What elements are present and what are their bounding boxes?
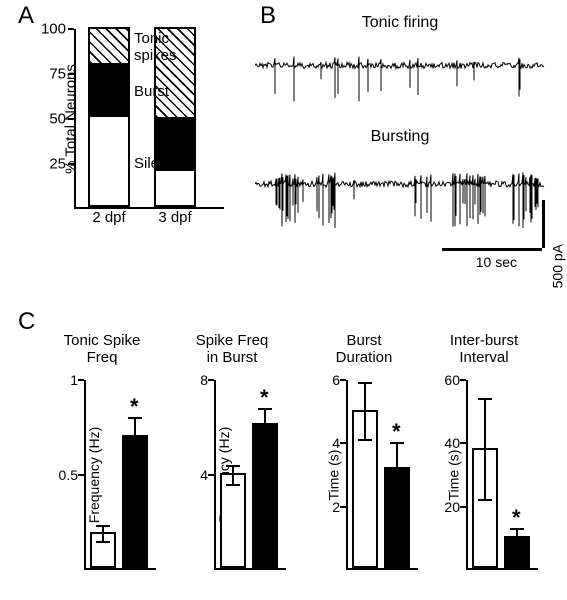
error-cap xyxy=(358,439,372,441)
panel-c-chart: Frequency (Hz)0.51* xyxy=(84,380,156,570)
panel-a-annot-burst: Burst xyxy=(134,83,169,100)
panel-a-chart: % Total Neurons 2550751002 dpf3 dpfTonic… xyxy=(74,29,224,209)
significance-star: * xyxy=(512,505,521,531)
panel-a-segment xyxy=(88,63,130,117)
error-cap xyxy=(226,484,240,486)
panel-a-annot-tonic: Tonicspikes xyxy=(134,30,177,64)
significance-star: * xyxy=(392,419,401,445)
error-cap xyxy=(258,441,272,443)
panel-c-subplot-title: BurstDuration xyxy=(304,332,424,367)
panel-c-ticklabel: 2 xyxy=(332,499,346,515)
scalebar-horizontal-label: 10 sec xyxy=(476,254,517,270)
error-bar xyxy=(102,526,104,541)
panel-a-segment xyxy=(88,27,130,63)
panel-c-chart: Time (s)204060* xyxy=(466,380,538,570)
panel-c-chart: Time (s)246* xyxy=(346,380,418,570)
panel-c-subplot-title: Inter-burstInterval xyxy=(424,332,544,367)
panel-c-subplot-title: Tonic SpikeFreq xyxy=(42,332,162,367)
error-cap xyxy=(128,455,142,457)
panel-c-ticklabel: 0.5 xyxy=(59,467,84,483)
scalebar-group: 500 pA 10 sec xyxy=(255,10,555,270)
axis-x xyxy=(84,568,156,570)
error-bar xyxy=(232,466,234,485)
error-cap xyxy=(390,493,404,495)
axis-y xyxy=(346,380,348,570)
error-bar xyxy=(134,418,136,456)
panel-a-segment xyxy=(88,117,130,207)
figure-root: A % Total Neurons 2550751002 dpf3 dpfTon… xyxy=(0,0,567,600)
error-cap xyxy=(226,465,240,467)
error-cap xyxy=(96,525,110,527)
panel-c-ticklabel: 20 xyxy=(444,499,466,515)
panel-c-ylabel: Time (s) xyxy=(445,450,461,501)
panel-a-ticklabel: 75 xyxy=(49,66,74,83)
panel-c-ticklabel: 1 xyxy=(70,372,84,388)
scalebar-horizontal xyxy=(442,248,542,251)
panel-a-annot-silent: Silent xyxy=(134,155,172,172)
panel-c-ticklabel: 8 xyxy=(200,372,214,388)
error-bar xyxy=(364,383,366,440)
panel-c-subplot: Inter-burstIntervalTime (s)204060* xyxy=(424,320,544,580)
error-cap xyxy=(96,541,110,543)
error-cap xyxy=(510,547,524,549)
panel-a-ticklabel: 50 xyxy=(49,111,74,128)
panel-a-category-label: 2 dpf xyxy=(88,207,130,226)
panel-c-subplot-title: Spike Freqin Burst xyxy=(172,332,292,367)
panel-a-ticklabel: 100 xyxy=(41,21,74,38)
panel-c-bar xyxy=(252,423,278,568)
panel-a-bar: 2 dpf xyxy=(88,27,130,207)
error-bar xyxy=(516,529,518,548)
significance-star: * xyxy=(130,394,139,420)
panel-a-segment xyxy=(154,171,196,207)
panel-c-ticklabel: 40 xyxy=(444,435,466,451)
error-cap xyxy=(478,398,492,400)
panel-c-ticklabel: 60 xyxy=(444,372,466,388)
panel-c-chart: Frequency (Hz)48* xyxy=(214,380,286,570)
panel-b: Tonic firing Bursting 500 pA 10 sec xyxy=(255,10,555,270)
panel-c-subplot: Tonic SpikeFreqFrequency (Hz)0.51* xyxy=(42,320,162,580)
error-cap xyxy=(478,499,492,501)
panel-c-ylabel: Frequency (Hz) xyxy=(86,427,102,523)
panel-a: % Total Neurons 2550751002 dpf3 dpfTonic… xyxy=(24,24,244,274)
error-cap xyxy=(358,382,372,384)
error-bar xyxy=(484,399,486,500)
panel-c-subplot: Spike Freqin Burst Frequency (Hz)48* xyxy=(172,320,292,580)
panel-c-ticklabel: 6 xyxy=(332,372,346,388)
scalebar-vertical-label: 500 pA xyxy=(549,244,565,288)
error-bar xyxy=(396,443,398,494)
axis-y xyxy=(466,380,468,570)
panel-c-ylabel: Time (s) xyxy=(325,450,341,501)
axis-x xyxy=(466,568,538,570)
panel-c-ticklabel: 4 xyxy=(332,435,346,451)
panel-c-subplot: BurstDurationTime (s)246* xyxy=(304,320,424,580)
scalebar-vertical xyxy=(542,200,545,248)
panel-c-ticklabel: 4 xyxy=(200,467,214,483)
significance-star: * xyxy=(260,385,269,411)
error-bar xyxy=(264,409,266,442)
panel-a-category-label: 3 dpf xyxy=(154,207,196,226)
panel-a-ticklabel: 25 xyxy=(49,156,74,173)
axis-x xyxy=(214,568,286,570)
axis-x xyxy=(346,568,418,570)
panel-c: Tonic SpikeFreqFrequency (Hz)0.51*Spike … xyxy=(24,320,554,590)
panel-c-bar xyxy=(220,473,246,568)
